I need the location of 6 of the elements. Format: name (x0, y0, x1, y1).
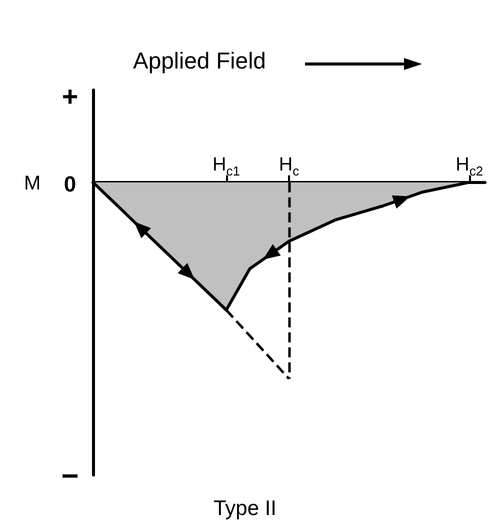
text: − (61, 460, 79, 493)
chart-title: Applied Field (133, 48, 266, 74)
text: Type II (213, 497, 277, 520)
text: 0 (64, 171, 76, 196)
y-axis-title: M (24, 172, 41, 194)
text: + (62, 81, 78, 112)
